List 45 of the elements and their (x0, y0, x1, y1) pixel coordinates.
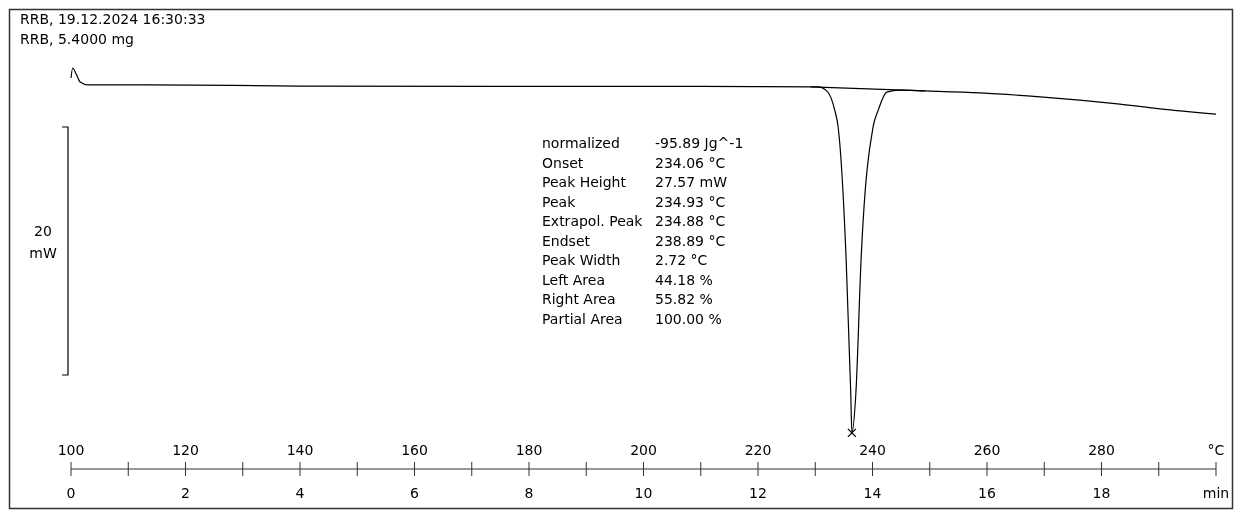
x2-tick-label: 6 (410, 485, 420, 501)
x-tick-label: 160 (401, 442, 428, 458)
annotation: 234.93 °C (655, 193, 726, 210)
x-tick-label: 140 (286, 442, 314, 458)
x2-tick-label: 0 (66, 485, 76, 501)
x2-tick-label: 2 (181, 485, 190, 501)
annotation: 44.18 % (655, 271, 713, 288)
x-tick-label: 260 (973, 442, 1001, 458)
x-tick-label: 180 (515, 442, 543, 458)
x2-tick-label: 12 (749, 485, 767, 501)
annotation: 100.00 % (655, 310, 722, 327)
x2-tick-label: 8 (524, 485, 534, 501)
x2-tick-label: 4 (295, 485, 305, 501)
x-tick-label: 240 (859, 442, 886, 458)
x2-tick-label: 10 (634, 485, 653, 501)
x2-tick-label: 14 (863, 485, 882, 501)
x-tick-label: 280 (1088, 442, 1115, 458)
annotation: 234.88 °C (655, 213, 726, 229)
annotation: Peak Width (542, 252, 621, 268)
annotation: Peak (542, 193, 577, 210)
x-tick-label: 220 (744, 442, 772, 458)
annotation: Onset (542, 154, 584, 171)
annotation: normalized (542, 135, 620, 151)
annotation: Peak Height (542, 174, 627, 190)
annotation: -95.89 Jg^-1 (655, 135, 744, 151)
annotation: 27.57 mW (655, 174, 728, 190)
annotation: 55.82 % (655, 291, 713, 307)
annotation: Left Area (542, 271, 606, 288)
annotation: 234.06 °C (655, 154, 726, 171)
annotation: Extrapol. Peak (542, 213, 644, 229)
x2-tick-label: 18 (1092, 485, 1111, 501)
x-tick-label: °C (1207, 442, 1225, 458)
x-tick-label: 120 (172, 442, 199, 458)
text: RRB, 5.4000 mg (20, 31, 134, 47)
annotation: 2.72 °C (655, 252, 708, 268)
x2-tick-label: min (1202, 485, 1230, 501)
y-axis-title: 20 mW (29, 223, 57, 261)
x2-tick-label: 16 (978, 485, 996, 501)
x-tick-label: 100 (57, 442, 85, 458)
text: RRB, 19.12.2024 16:30:33 (20, 11, 206, 27)
annotation: Partial Area (542, 310, 623, 327)
annotation: 238.89 °C (655, 232, 726, 249)
x-tick-label: 200 (630, 442, 657, 458)
annotation: Endset (542, 232, 591, 249)
annotation: Right Area (542, 291, 616, 307)
